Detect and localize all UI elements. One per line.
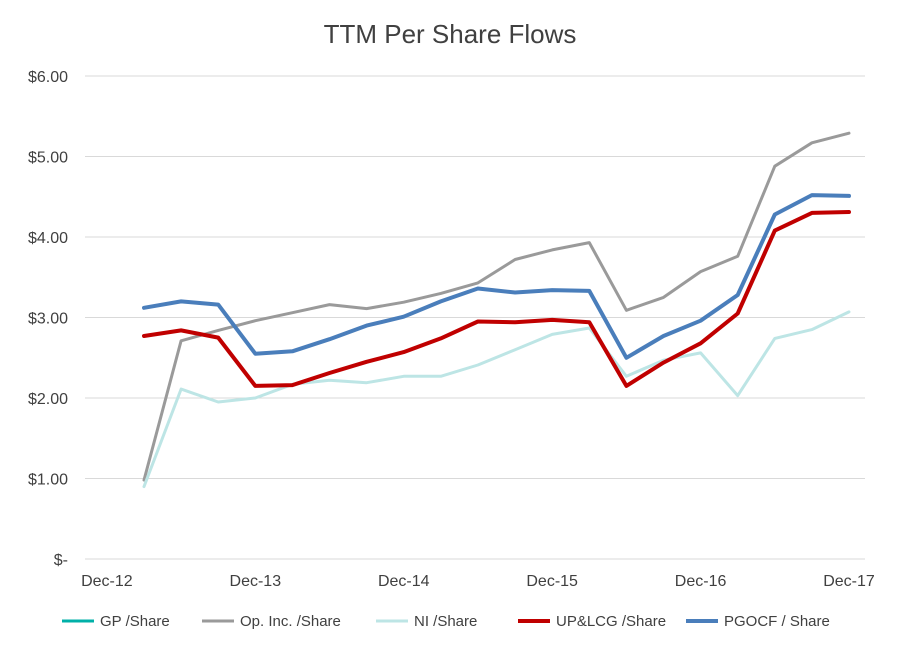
x-tick-label: Dec-14 <box>378 573 430 590</box>
chart-title: TTM Per Share Flows <box>324 19 577 49</box>
y-tick-label: $- <box>54 552 68 569</box>
x-tick-label: Dec-16 <box>675 573 727 590</box>
series-line-3 <box>142 210 851 388</box>
y-tick-label: $4.00 <box>28 230 68 247</box>
x-tick-label: Dec-12 <box>81 573 133 590</box>
series-line-1 <box>142 131 851 482</box>
y-tick-label: $6.00 <box>28 69 68 86</box>
series-lines <box>142 131 851 489</box>
legend-label: PGOCF / Share <box>724 613 830 630</box>
gridlines <box>85 75 865 560</box>
legend-label: NI /Share <box>414 613 477 630</box>
legend-label: Op. Inc. /Share <box>240 613 341 630</box>
legend: GP /Share Op. Inc. /Share NI /Share UP&LCG … <box>62 613 830 630</box>
x-tick-label: Dec-15 <box>526 573 578 590</box>
y-tick-label: $3.00 <box>28 311 68 328</box>
y-tick-label: $2.00 <box>28 391 68 408</box>
y-tick-label: $1.00 <box>28 472 68 489</box>
series-line-2 <box>142 310 851 489</box>
y-tick-label: $5.00 <box>28 150 68 167</box>
axis-labels: $- $1.00 $2.00 $3.00 $4.00 $5.00 $6.00 Dec-12 De… <box>28 69 875 590</box>
legend-label: GP /Share <box>100 613 170 630</box>
x-tick-label: Dec-17 <box>823 573 875 590</box>
x-tick-label: Dec-13 <box>230 573 282 590</box>
series-line-4 <box>142 193 851 360</box>
legend-label: UP&LCG /Share <box>556 613 666 630</box>
